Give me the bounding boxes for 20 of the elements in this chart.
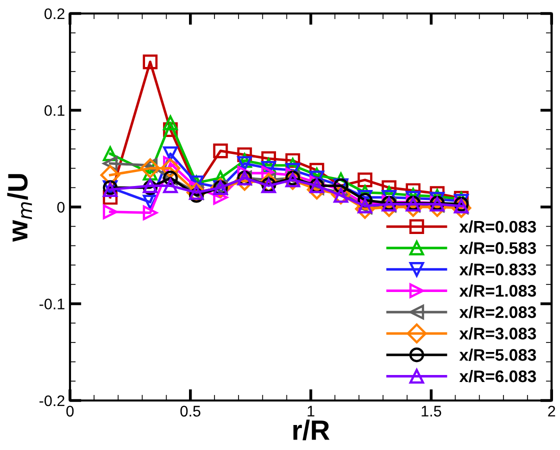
y-tick-label: -0.2 [39,395,64,406]
legend-label: x/R=3.083 [459,327,536,340]
legend-label: x/R=0.083 [459,220,536,233]
legend-label: x/R=5.083 [459,348,536,362]
x-tick-label: 1.5 [422,406,442,417]
legend-label: x/R=0.833 [459,263,536,276]
legend-label: x/R=2.083 [459,306,536,318]
x-tick-label: 0.5 [180,406,200,417]
y-tick-label: -0.1 [39,298,64,310]
x-tick-label: 0 [66,406,74,417]
y-tick-label: 0.2 [44,8,64,20]
legend-label: x/R=0.583 [459,242,536,254]
x-axis-title: r/R [293,420,330,440]
x-tick-label: 1 [308,406,314,416]
y-tick-label: 0.1 [44,105,64,116]
y-tick-label: 0 [57,202,65,213]
y-axis-title: w$_{m}$/U [7,174,32,242]
legend-label: x/R=6.083 [459,370,536,382]
x-tick-label: 2 [548,406,556,416]
legend-label: x/R=1.083 [459,284,536,297]
